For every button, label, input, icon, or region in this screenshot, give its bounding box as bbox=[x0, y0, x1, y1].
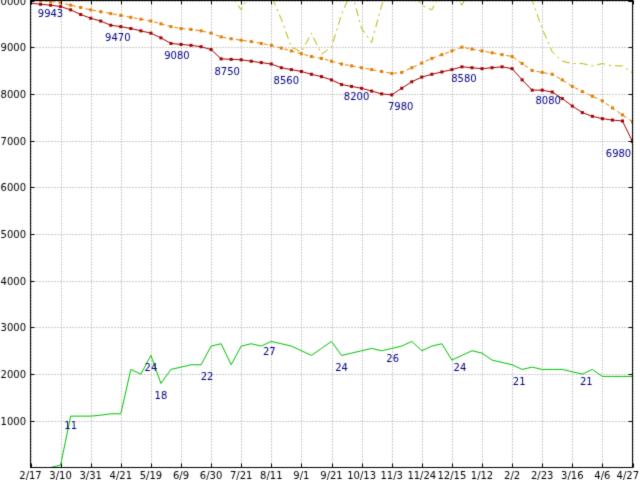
chart bbox=[0, 0, 640, 480]
chart-canvas bbox=[0, 0, 640, 480]
